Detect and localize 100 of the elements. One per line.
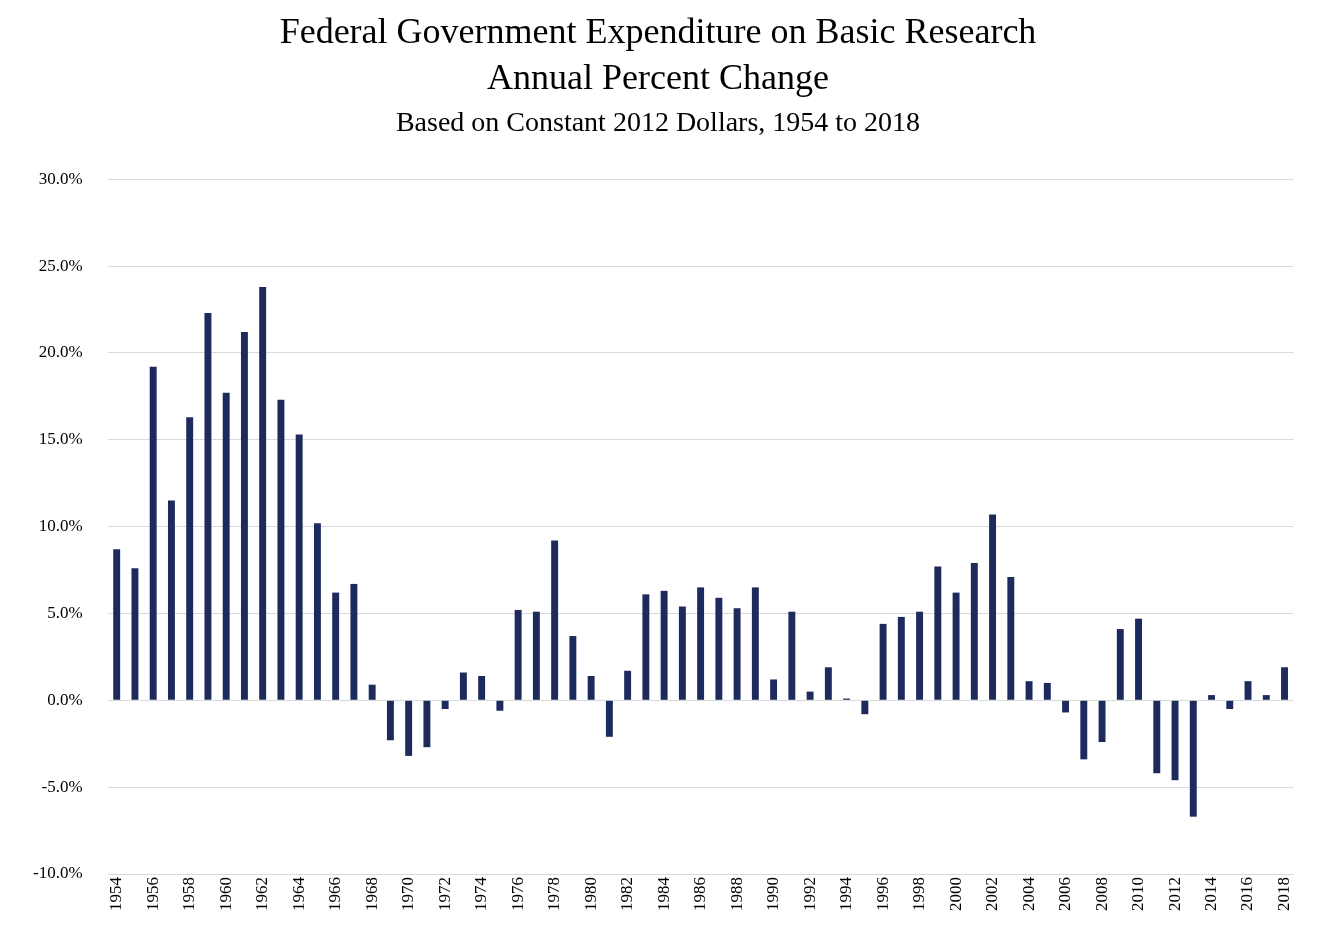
bar: [222, 392, 230, 700]
x-tick-label: 1996: [872, 877, 892, 911]
x-tick-label: 1980: [580, 877, 600, 911]
bar: [350, 583, 358, 700]
x-tick-label: 1962: [252, 877, 272, 911]
bar: [313, 523, 321, 700]
x-tick-label: 2002: [982, 877, 1002, 911]
bar: [952, 592, 960, 700]
x-tick-label: 2010: [1128, 877, 1148, 911]
bar: [1226, 700, 1234, 709]
bar: [514, 609, 522, 700]
bar: [1281, 667, 1288, 700]
bar: [1116, 629, 1124, 700]
x-tick-label: 2016: [1237, 877, 1257, 911]
x-tick-label: 1954: [106, 876, 126, 911]
bar: [660, 590, 668, 700]
bar: [1153, 700, 1161, 774]
bar: [496, 700, 504, 711]
bar: [861, 700, 869, 715]
x-tick-label: 2014: [1201, 876, 1220, 911]
x-tick-label: 1982: [617, 877, 637, 911]
y-tick-label: 20.0%: [38, 342, 83, 362]
bar: [697, 587, 705, 700]
bar: [934, 566, 942, 700]
x-tick-label: 1970: [398, 877, 418, 911]
bar: [806, 691, 814, 700]
bar: [149, 366, 157, 700]
x-tick-label: 1998: [909, 877, 929, 911]
y-tick-label: -10.0%: [32, 863, 83, 883]
bar: [277, 399, 285, 700]
bar: [642, 594, 650, 700]
bar: [1043, 682, 1051, 700]
bar: [897, 616, 905, 700]
x-tick-label: 1986: [690, 877, 710, 911]
bar: [1262, 695, 1270, 700]
x-tick-label: 2004: [1018, 876, 1038, 911]
bar: [1189, 700, 1197, 817]
x-tick-label: 2012: [1164, 877, 1184, 911]
x-tick-label: 1968: [361, 877, 381, 911]
bar: [551, 540, 559, 700]
x-tick-label: 1972: [434, 877, 454, 911]
bar: [715, 597, 723, 700]
bar: [386, 700, 394, 741]
bar: [368, 684, 376, 700]
x-tick-label: 1978: [544, 877, 564, 911]
y-tick-label: 25.0%: [38, 255, 83, 275]
bar: [1171, 700, 1179, 781]
bar: [1025, 681, 1033, 700]
bar: [824, 667, 832, 700]
y-tick-label: 10.0%: [38, 516, 83, 536]
chart-title: Federal Government Expenditure on Basic Research Annual Percent Change: [278, 10, 1038, 99]
bar: [916, 611, 924, 700]
bar: [605, 700, 613, 737]
bar: [1098, 700, 1106, 742]
bar: [989, 514, 997, 700]
bar: [204, 312, 212, 700]
x-tick-label: 1974: [471, 876, 491, 911]
bar: [1208, 695, 1215, 700]
x-tick-label: 1956: [142, 877, 162, 911]
x-tick-label: 1984: [653, 876, 673, 911]
bar: [459, 672, 467, 700]
chart-subtitle: Based on Constant 2012 Dollars, 1954 to 2018: [394, 105, 922, 139]
bar: [1135, 618, 1143, 700]
x-tick-label: 1966: [325, 877, 345, 911]
bar: [113, 549, 121, 700]
x-tick-label: 1988: [726, 877, 746, 911]
bar: [678, 606, 686, 700]
bar: [532, 611, 540, 700]
bar: [970, 563, 978, 700]
x-tick-label: 1976: [507, 877, 527, 911]
bar: [478, 675, 486, 700]
bar: [788, 611, 796, 700]
bar: [733, 608, 741, 700]
bar: [332, 592, 340, 700]
bar: [1062, 700, 1070, 713]
x-tick-label: 1960: [215, 877, 235, 911]
x-tick-label: 1992: [799, 877, 819, 911]
x-tick-label: 1964: [288, 876, 308, 911]
bar: [186, 417, 194, 700]
bar: [879, 623, 887, 700]
x-tick-label: 1990: [763, 877, 783, 911]
bar: [751, 587, 759, 700]
x-tick-label: 1958: [179, 877, 199, 911]
bar: [770, 679, 778, 700]
bar: [624, 670, 632, 700]
x-tick-label: 1994: [836, 876, 856, 911]
x-tick-label: 2006: [1055, 877, 1075, 911]
y-tick-label: -5.0%: [41, 776, 83, 796]
y-tick-label: 5.0%: [47, 602, 83, 622]
bar: [131, 568, 139, 700]
x-tick-label: 2000: [945, 877, 965, 911]
bar: [1080, 700, 1088, 760]
bar: [441, 700, 449, 709]
bar: [167, 500, 175, 700]
bar: [259, 286, 267, 700]
bar: [569, 636, 577, 700]
bar: [423, 700, 431, 748]
bar: [240, 332, 248, 700]
bar: [405, 700, 413, 756]
bar: [295, 434, 303, 700]
